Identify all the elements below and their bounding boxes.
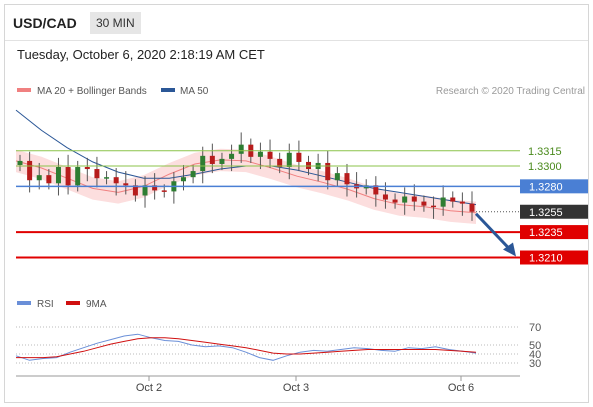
candle-body [277,158,283,168]
ma20-legend-swatch [17,88,31,92]
candle-body [450,197,456,202]
header-divider [5,40,588,41]
x-tick-label: Oct 3 [283,382,309,394]
candle-body [65,167,71,186]
candle-body [431,205,437,208]
candle-body [190,171,196,178]
candle-body [17,160,23,165]
rsi-legend: RSI 9MA [17,299,107,310]
timestamp: Tuesday, October 6, 2020 2:18:19 AM CET [17,47,265,62]
support-label: 1.3210 [529,253,563,265]
x-tick-label: Oct 2 [136,382,162,394]
resistance-label: 1.3300 [528,161,562,173]
candle-body [113,177,119,184]
rsi-tick-label: 70 [529,322,541,334]
candle-body [152,185,158,191]
rsi-legend-swatch [17,301,31,305]
candle-body [392,199,398,203]
candle-body [344,173,350,185]
rsi-ma-legend-swatch [66,301,80,305]
candle-body [142,185,148,196]
candle-body [402,196,408,203]
candle-body [180,177,186,182]
candle-body [104,177,110,179]
rsi-tick-label: 40 [529,349,541,361]
price-plot: 1.3315 1.3300 1.3280 1.3255 1.3235 1.3210 [15,109,588,265]
candle-body [296,152,302,162]
last-price-label: 1.3255 [529,207,563,219]
candle-body [257,151,263,157]
candle-body [267,151,273,159]
rsi-tick-label: 50 [529,340,541,352]
candle-body [306,161,312,170]
candle-body [459,201,465,204]
candle-body [440,197,446,207]
chart-header: USD/CAD 30 MIN [5,5,588,40]
pivot-label: 1.3280 [529,181,563,193]
candle-body [382,194,388,200]
currency-pair: USD/CAD [13,15,77,31]
rsi-line [15,333,477,361]
ma20-legend-label: MA 20 + Bollinger Bands [37,86,147,97]
ma20-line [15,159,477,214]
x-axis: Oct 2 Oct 3 Oct 6 [16,375,520,394]
support-tag [520,250,588,265]
resistance-label: 1.3315 [528,146,562,158]
candle-body [94,169,100,179]
support-tag [520,225,588,240]
candle-body [123,183,129,186]
candle-body [46,175,52,184]
x-tick-label: Oct 6 [448,382,474,394]
candle-body [334,173,340,181]
candle-body [411,196,417,202]
candle-body [219,158,225,164]
support-label: 1.3235 [529,227,563,239]
rsi-ma-legend-label: 9MA [86,299,107,310]
pivot-tag [520,179,588,194]
candle-body [55,167,61,184]
candle-body [161,190,167,192]
candle-body [36,175,42,181]
candle-body [421,201,427,206]
forecast-arrow [474,212,512,251]
rsi-ma-line [16,337,477,359]
candle-body [238,144,244,154]
candle-body [200,155,206,172]
timeframe-badge[interactable]: 30 MIN [90,12,141,34]
forecast-arrowhead [503,242,516,257]
candle-body [132,185,138,196]
candle-body [27,160,33,181]
candle-body [229,153,235,159]
candle-body [209,155,215,164]
candle-body [325,162,331,181]
candle-body [84,167,90,170]
candle-body [75,167,81,186]
ma50-legend-swatch [161,88,175,92]
chart-frame: USD/CAD 30 MIN Tuesday, October 6, 2020 … [4,4,589,403]
research-credit: Research © 2020 Trading Central [436,86,585,97]
rsi-tick-label: 30 [529,358,541,370]
chart-legend: MA 20 + Bollinger Bands MA 50 Research ©… [17,86,585,97]
rsi-legend-label: RSI [37,299,54,310]
candle-body [373,185,379,195]
candle-body [286,152,292,168]
candle-body [469,203,475,212]
ma50-legend-label: MA 50 [180,86,209,97]
last-price-tag [520,204,588,219]
